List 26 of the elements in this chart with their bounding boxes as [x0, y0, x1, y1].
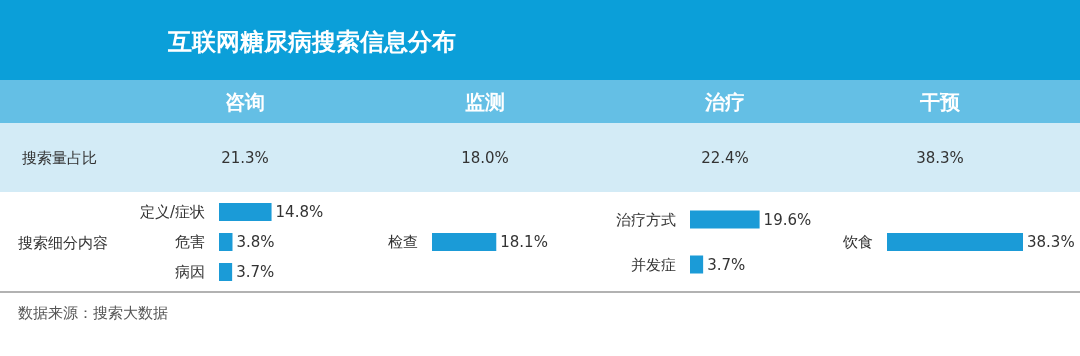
category-label: 监测 [465, 90, 505, 114]
y-tick-label: 危害 [175, 233, 205, 251]
data-label: 3.8% [236, 233, 275, 251]
data-label: 18.1% [500, 233, 548, 251]
data-label: 3.7% [236, 263, 275, 281]
y-tick-label: 病因 [175, 263, 205, 281]
source-note: 数据来源：搜索大数据 [18, 304, 168, 322]
y-tick-label: 检查 [388, 233, 418, 251]
data-label: 22.4% [701, 149, 749, 167]
data-label: 38.3% [1027, 233, 1075, 251]
data-label: 3.7% [707, 255, 746, 274]
text: 搜索细分内容 [18, 234, 108, 252]
y-tick-label: 治疗方式 [616, 210, 676, 229]
text: 互联网糖尿病搜索信息分布 [167, 28, 456, 56]
data-label: 38.3% [916, 149, 964, 167]
y-tick-label: 定义/症状 [139, 203, 205, 221]
category-label: 干预 [919, 90, 961, 114]
text: 搜索量占比 [22, 149, 97, 167]
data-label: 21.3% [221, 149, 269, 167]
category-label: 咨询 [225, 90, 265, 114]
data-label: 18.0% [461, 149, 509, 167]
y-tick-label: 饮食 [842, 233, 873, 251]
data-label: 14.8% [275, 203, 324, 221]
category-label: 治疗 [704, 90, 745, 114]
data-label: 19.6% [763, 210, 812, 229]
y-tick-label: 并发症 [631, 255, 676, 274]
